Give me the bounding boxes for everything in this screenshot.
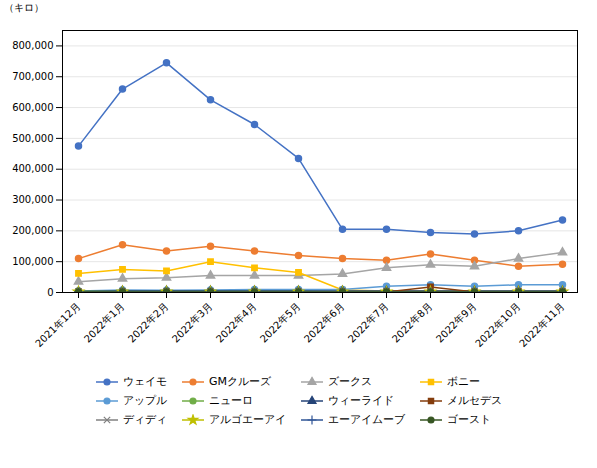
svg-text:（キロ）: （キロ） xyxy=(4,2,44,13)
html-text:アップル: アップル xyxy=(123,394,167,407)
svg-text:500,000: 500,000 xyxy=(12,133,53,144)
svg-text:2022年10月: 2022年10月 xyxy=(473,300,522,349)
svg-text:2022年6月: 2022年6月 xyxy=(302,300,346,344)
svg-text:100,000: 100,000 xyxy=(12,256,53,267)
html-text:メルセデス: メルセデス xyxy=(447,394,502,407)
svg-text:2022年4月: 2022年4月 xyxy=(214,300,258,344)
svg-text:0: 0 xyxy=(47,287,53,298)
svg-text:800,000: 800,000 xyxy=(12,40,53,51)
svg-text:700,000: 700,000 xyxy=(12,71,53,82)
svg-text:200,000: 200,000 xyxy=(12,225,53,236)
svg-text:2022年1月: 2022年1月 xyxy=(82,300,126,344)
svg-text:2022年2月: 2022年2月 xyxy=(126,300,170,344)
svg-text:2022年8月: 2022年8月 xyxy=(390,300,434,344)
svg-text:2022年9月: 2022年9月 xyxy=(434,300,478,344)
html-text:GMクルーズ: GMクルーズ xyxy=(209,375,271,388)
html-text:ズークス: ズークス xyxy=(328,375,372,388)
svg-text:2022年3月: 2022年3月 xyxy=(170,300,214,344)
svg-text:400,000: 400,000 xyxy=(12,163,53,174)
html-text:ディディ: ディディ xyxy=(123,413,167,426)
svg-text:2021年12月: 2021年12月 xyxy=(33,300,82,349)
html-text:ゴースト: ゴースト xyxy=(447,413,491,426)
svg-text:2022年11月: 2022年11月 xyxy=(517,300,566,349)
html-text:ニューロ: ニューロ xyxy=(209,394,253,407)
html-text:ウェイモ: ウェイモ xyxy=(123,375,167,388)
svg-text:600,000: 600,000 xyxy=(12,102,53,113)
html-text:アルゴエーアイ: アルゴエーアイ xyxy=(209,413,286,426)
svg-text:2022年7月: 2022年7月 xyxy=(346,300,390,344)
html-text:エーアイムーブ: エーアイムーブ xyxy=(328,413,405,426)
svg-text:300,000: 300,000 xyxy=(12,194,53,205)
html-text:ウィーライド: ウィーライド xyxy=(328,394,394,407)
html-text:ボニー: ボニー xyxy=(447,375,480,388)
svg-text:2022年5月: 2022年5月 xyxy=(258,300,302,344)
